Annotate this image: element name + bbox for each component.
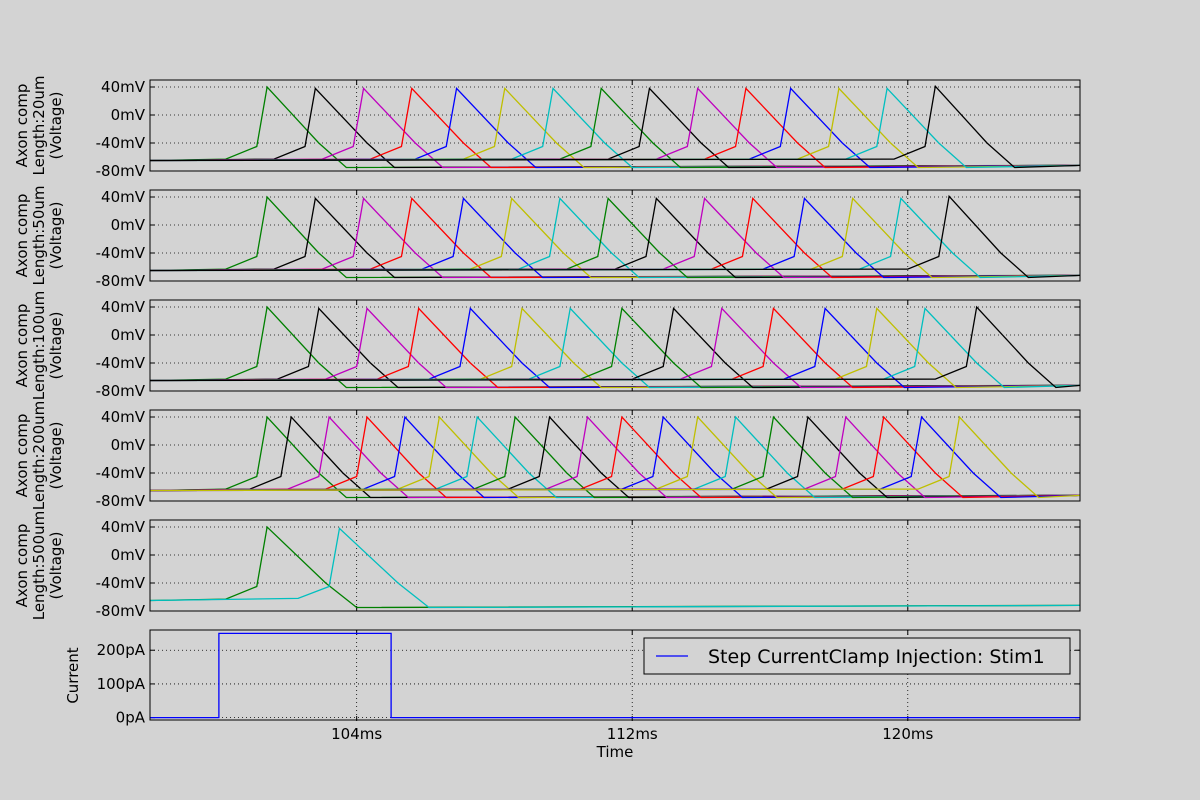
y-axis-label: Axon comp	[13, 84, 31, 168]
trace	[150, 197, 1080, 279]
y-tick-label: 40mV	[101, 408, 146, 426]
y-tick-label: -40mV	[96, 354, 146, 372]
y-axis-label: Length:100um	[30, 291, 48, 401]
plot-area	[150, 632, 1080, 719]
y-axis-label: (Voltage)	[47, 202, 65, 270]
trace	[150, 197, 1080, 279]
plot-area	[150, 305, 1080, 389]
trace	[150, 525, 1080, 609]
trace	[150, 84, 1080, 169]
y-tick-label: 0pA	[116, 709, 146, 727]
y-tick-label: -80mV	[96, 272, 146, 290]
panel: -80mV -40mV 0mV 40mV Axon comp Length:20um (Vo…	[13, 76, 1081, 180]
trace	[150, 197, 1080, 279]
trace	[150, 85, 1080, 169]
y-tick-label: -80mV	[96, 162, 146, 180]
axes-frame	[149, 409, 1081, 502]
trace	[150, 197, 1080, 279]
trace	[150, 197, 1080, 279]
trace	[150, 195, 1080, 279]
y-tick-label: -40mV	[96, 134, 146, 152]
trace	[150, 197, 1080, 279]
plot-area	[150, 194, 1080, 279]
trace	[150, 415, 1080, 499]
trace	[150, 197, 1080, 279]
legend: Step CurrentClamp Injection: Stim1	[643, 637, 1071, 675]
trace	[150, 197, 1080, 279]
plot-area	[150, 415, 1080, 499]
panel: -80mV -40mV 0mV 40mV Axon comp Length:50um (Vo…	[13, 186, 1081, 290]
x-tick-label: 112ms	[607, 725, 658, 743]
trace	[150, 197, 1080, 279]
panel: -80mV -40mV 0mV 40mV Axon comp Length:100um (V…	[13, 291, 1081, 401]
y-tick-label: 40mV	[101, 298, 146, 316]
trace	[150, 307, 1080, 389]
y-axis-label: Length:500um	[30, 511, 48, 621]
x-tick-label: 120ms	[882, 725, 933, 743]
y-axis-label: Current	[64, 647, 82, 703]
y-tick-label: 0mV	[111, 326, 146, 344]
trace	[150, 197, 1080, 279]
trace	[150, 305, 1080, 389]
y-axis-label: Length:200um	[30, 401, 48, 511]
y-tick-label: -40mV	[96, 464, 146, 482]
y-tick-label: -40mV	[96, 244, 146, 262]
y-tick-label: 100pA	[97, 675, 146, 693]
y-axis-label: Axon comp	[13, 414, 31, 498]
trace	[150, 527, 1080, 609]
legend-box	[643, 637, 1071, 675]
trace	[150, 632, 1080, 719]
axes-frame	[149, 79, 1081, 172]
x-axis-label: Time	[596, 743, 634, 761]
y-tick-label: 200pA	[97, 641, 146, 659]
plot-area	[150, 525, 1080, 609]
y-axis-label: (Voltage)	[47, 92, 65, 160]
y-axis-label: Length:50um	[30, 186, 48, 286]
y-tick-label: -40mV	[96, 574, 146, 592]
y-tick-label: 0mV	[111, 436, 146, 454]
y-tick-label: 40mV	[101, 188, 146, 206]
y-axis-label: Length:20um	[30, 76, 48, 176]
y-tick-label: -80mV	[96, 382, 146, 400]
y-tick-label: 0mV	[111, 546, 146, 564]
axes-frame	[149, 629, 1081, 721]
y-axis-label: (Voltage)	[47, 312, 65, 380]
y-tick-label: 40mV	[101, 518, 146, 536]
y-tick-label: -80mV	[96, 492, 146, 510]
y-axis-label: Axon comp	[13, 194, 31, 278]
trace	[150, 197, 1080, 279]
axes-frame	[149, 189, 1081, 282]
plot-area	[150, 84, 1080, 169]
axes-frame	[149, 299, 1081, 392]
legend-label: Step CurrentClamp Injection: Stim1	[708, 646, 1045, 668]
trace	[150, 87, 1080, 169]
trace	[150, 197, 1080, 279]
panel: 104ms 112ms 120ms 0pA 100pA 200pA Current Time S…	[64, 629, 1081, 761]
y-tick-label: 0mV	[111, 106, 146, 124]
trace	[150, 194, 1080, 279]
trace	[150, 197, 1080, 279]
axes-frame	[149, 519, 1081, 612]
y-tick-label: 40mV	[101, 78, 146, 96]
panel: -80mV -40mV 0mV 40mV Axon comp Length:500um (V…	[13, 511, 1081, 621]
y-tick-label: -80mV	[96, 602, 146, 620]
panel: -80mV -40mV 0mV 40mV Axon comp Length:200um (V…	[13, 401, 1081, 511]
y-axis-label: (Voltage)	[47, 422, 65, 490]
y-axis-label: Axon comp	[13, 524, 31, 608]
y-axis-label: Axon comp	[13, 304, 31, 388]
x-tick-label: 104ms	[331, 725, 382, 743]
y-axis-label: (Voltage)	[47, 532, 65, 600]
y-tick-label: 0mV	[111, 216, 146, 234]
